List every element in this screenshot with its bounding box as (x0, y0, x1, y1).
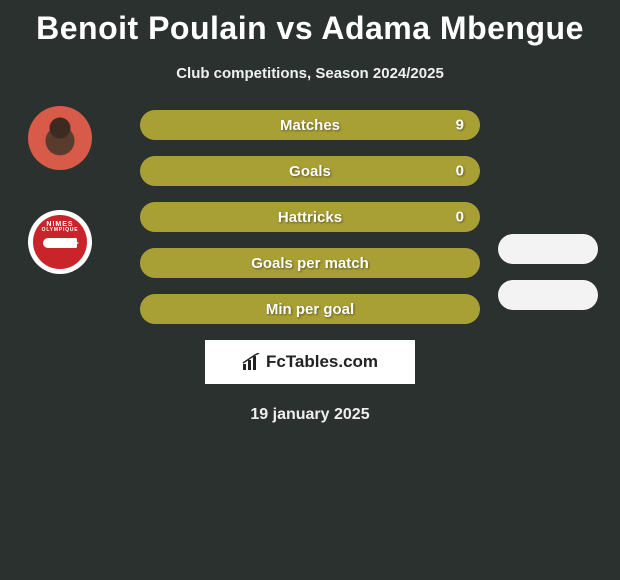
stat-label: Hattricks (278, 209, 342, 226)
stat-row-matches: Matches 9 (140, 110, 480, 140)
subtitle: Club competitions, Season 2024/2025 (0, 65, 620, 82)
brand-text: FcTables.com (266, 352, 378, 372)
badge-line2: OLYMPIQUE (42, 227, 79, 233)
stat-row-goals-per-match: Goals per match (140, 248, 480, 278)
stat-rows: Matches 9 Goals 0 Hattricks 0 Goals per … (140, 110, 480, 324)
player2-pill-1 (498, 234, 598, 264)
bar-chart-icon (242, 353, 260, 371)
stat-label: Goals per match (251, 255, 369, 272)
player1-avatar (28, 106, 92, 170)
player2-pill-2 (498, 280, 598, 310)
crocodile-icon (43, 238, 77, 248)
player2-club-badge: NIMES OLYMPIQUE (28, 210, 92, 274)
stat-label: Goals (289, 163, 331, 180)
page-title: Benoit Poulain vs Adama Mbengue (0, 0, 620, 47)
stat-row-goals: Goals 0 (140, 156, 480, 186)
stat-label: Matches (280, 117, 340, 134)
stat-label: Min per goal (266, 301, 354, 318)
nimes-badge-icon: NIMES OLYMPIQUE (33, 215, 87, 269)
stat-value: 0 (456, 209, 464, 226)
date-label: 19 january 2025 (0, 406, 620, 424)
stat-value: 9 (456, 117, 464, 134)
stat-row-hattricks: Hattricks 0 (140, 202, 480, 232)
comparison-area: NIMES OLYMPIQUE Matches 9 Goals 0 Hattri… (0, 110, 620, 324)
brand-box: FcTables.com (205, 340, 415, 384)
stat-value: 0 (456, 163, 464, 180)
stat-row-min-per-goal: Min per goal (140, 294, 480, 324)
